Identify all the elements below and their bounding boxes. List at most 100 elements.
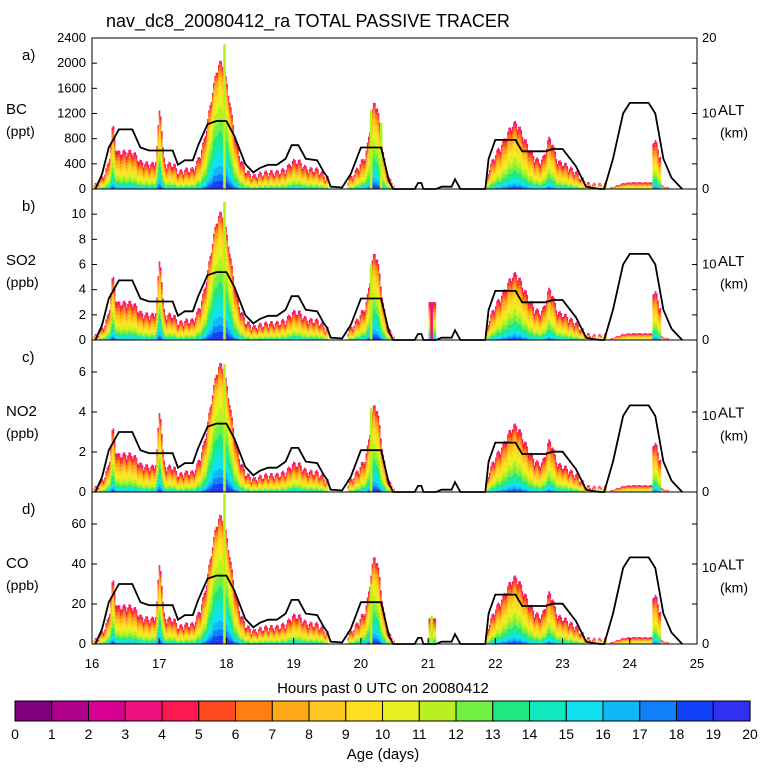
panel-no2: 0 2 4 6 0 10 ALT (km) c) NO2 (ppb) — [6, 339, 748, 499]
tracer-fill — [93, 494, 670, 644]
peak-mark — [223, 364, 226, 492]
altitude-line — [94, 404, 683, 493]
x-axis: 16 17 18 19 20 21 22 23 24 25 — [85, 638, 704, 671]
x-tick-label: 20 — [354, 656, 368, 671]
colorbar-tick-label: 9 — [342, 726, 350, 742]
y-tick-label: 2 — [79, 444, 86, 459]
colorbar-swatch — [529, 700, 567, 722]
colorbar-swatch — [308, 700, 347, 722]
colorbar-tick-label: 1 — [48, 726, 56, 742]
y2-tick-label: 0 — [702, 636, 709, 651]
colorbar-tick-label: 15 — [558, 726, 574, 742]
tracer-fill — [93, 362, 670, 492]
tracer-fill — [93, 201, 670, 340]
colorbar-label: Age (days) — [347, 746, 420, 763]
unit-label: (ppb) — [6, 577, 39, 593]
tracer-fill — [93, 44, 670, 189]
peak-mark — [369, 110, 373, 189]
y2-axis-label: ALT — [718, 102, 744, 119]
y-tick-label: 1600 — [57, 80, 86, 95]
x-tick-label: 24 — [623, 656, 637, 671]
altitude-line — [94, 102, 683, 190]
colorbar: 0 1 2 3 4 5 6 7 8 9 10 11 12 13 14 15 16 17 18 19 20 — [11, 700, 758, 742]
colorbar-swatch — [161, 700, 200, 722]
y-tick-label: 2400 — [57, 30, 86, 45]
colorbar-swatch — [676, 700, 714, 722]
x-tick-label: 16 — [85, 656, 99, 671]
colorbar-tick-label: 10 — [375, 726, 391, 742]
y-tick-label: 4 — [79, 404, 86, 419]
y2-tick-label: 0 — [702, 332, 709, 347]
x-tick-label: 18 — [219, 656, 233, 671]
y2-tick-label: 10 — [702, 408, 716, 423]
peak-mark — [379, 122, 383, 189]
y2-tick-label: 0 — [702, 484, 709, 499]
peak-mark — [369, 584, 373, 644]
colorbar-tick-label: 14 — [522, 726, 538, 742]
altitude-line — [94, 253, 683, 341]
species-label: NO2 — [6, 403, 37, 420]
colorbar-tick-label: 20 — [742, 726, 758, 742]
y-tick-label: 60 — [72, 516, 86, 531]
peak-mark — [223, 201, 226, 340]
colorbar-tick-label: 11 — [412, 726, 427, 742]
colorbar-tick-label: 0 — [11, 726, 19, 742]
colorbar-swatch — [382, 700, 420, 722]
y-tick-label: 8 — [79, 231, 86, 246]
unit-label: (ppb) — [6, 274, 39, 290]
colorbar-tick-label: 16 — [595, 726, 611, 742]
colorbar-swatch — [51, 700, 90, 722]
y2-tick-label: 20 — [702, 30, 716, 45]
panel-co: 0 20 40 60 0 10 ALT (km) d) CO (ppb) — [6, 491, 748, 651]
y-tick-label: 2 — [79, 307, 86, 322]
panel-frame — [91, 491, 698, 645]
species-label: BC — [6, 101, 27, 118]
x-tick-label: 19 — [286, 656, 300, 671]
colorbar-tick-label: 8 — [305, 726, 313, 742]
y-tick-label: 0 — [79, 181, 86, 196]
x-tick-label: 23 — [555, 656, 569, 671]
y2-axis-label: ALT — [718, 557, 744, 574]
y-tick-label: 4 — [79, 282, 86, 297]
colorbar-swatch — [235, 700, 273, 722]
y-tick-label: 2000 — [57, 55, 86, 70]
y-tick-label: 40 — [72, 556, 86, 571]
x-tick-label: 25 — [690, 656, 704, 671]
panel-frame — [91, 339, 698, 493]
x-tick-label: 17 — [152, 656, 166, 671]
x-axis-label: Hours past 0 UTC on 20080412 — [277, 680, 489, 697]
y2-tick-label: 10 — [702, 560, 716, 575]
peak-mark — [430, 616, 433, 644]
colorbar-swatch — [602, 700, 641, 722]
y-tick-label: 0 — [79, 484, 86, 499]
y2-tick-label: 10 — [702, 106, 716, 121]
y-tick-label: 800 — [64, 131, 86, 146]
panel-bc: 0 400 800 1200 1600 2000 2400 0 10 20 ALT (km) a) BC (… — [6, 30, 748, 196]
chart-title: nav_dc8_20080412_ra TOTAL PASSIVE TRACER — [106, 11, 510, 32]
colorbar-swatch — [712, 700, 751, 722]
colorbar-tick-label: 4 — [158, 726, 166, 742]
y-tick-label: 20 — [72, 596, 86, 611]
colorbar-tick-label: 6 — [232, 726, 240, 742]
peak-mark — [223, 44, 226, 189]
colorbar-swatch — [455, 700, 494, 722]
colorbar-swatch — [271, 700, 310, 722]
panel-letter: b) — [22, 198, 35, 215]
unit-label: (ppb) — [6, 425, 39, 441]
x-tick-label: 21 — [421, 656, 435, 671]
panel-frame — [91, 37, 698, 190]
colorbar-tick-label: 2 — [85, 726, 93, 742]
colorbar-tick-label: 3 — [121, 726, 129, 742]
y2-axis-unit: (km) — [720, 125, 748, 141]
colorbar-swatch — [418, 700, 457, 722]
colorbar-tick-label: 13 — [485, 726, 501, 742]
species-label: CO — [6, 555, 29, 572]
y2-tick-label: 10 — [702, 257, 716, 272]
peak-mark — [369, 264, 373, 340]
unit-label: (ppt) — [6, 123, 35, 139]
colorbar-swatch — [124, 700, 163, 722]
panel-frame — [91, 188, 698, 341]
panels: 0400800120016002000240001020ALT(km)a)BC(… — [6, 30, 748, 651]
